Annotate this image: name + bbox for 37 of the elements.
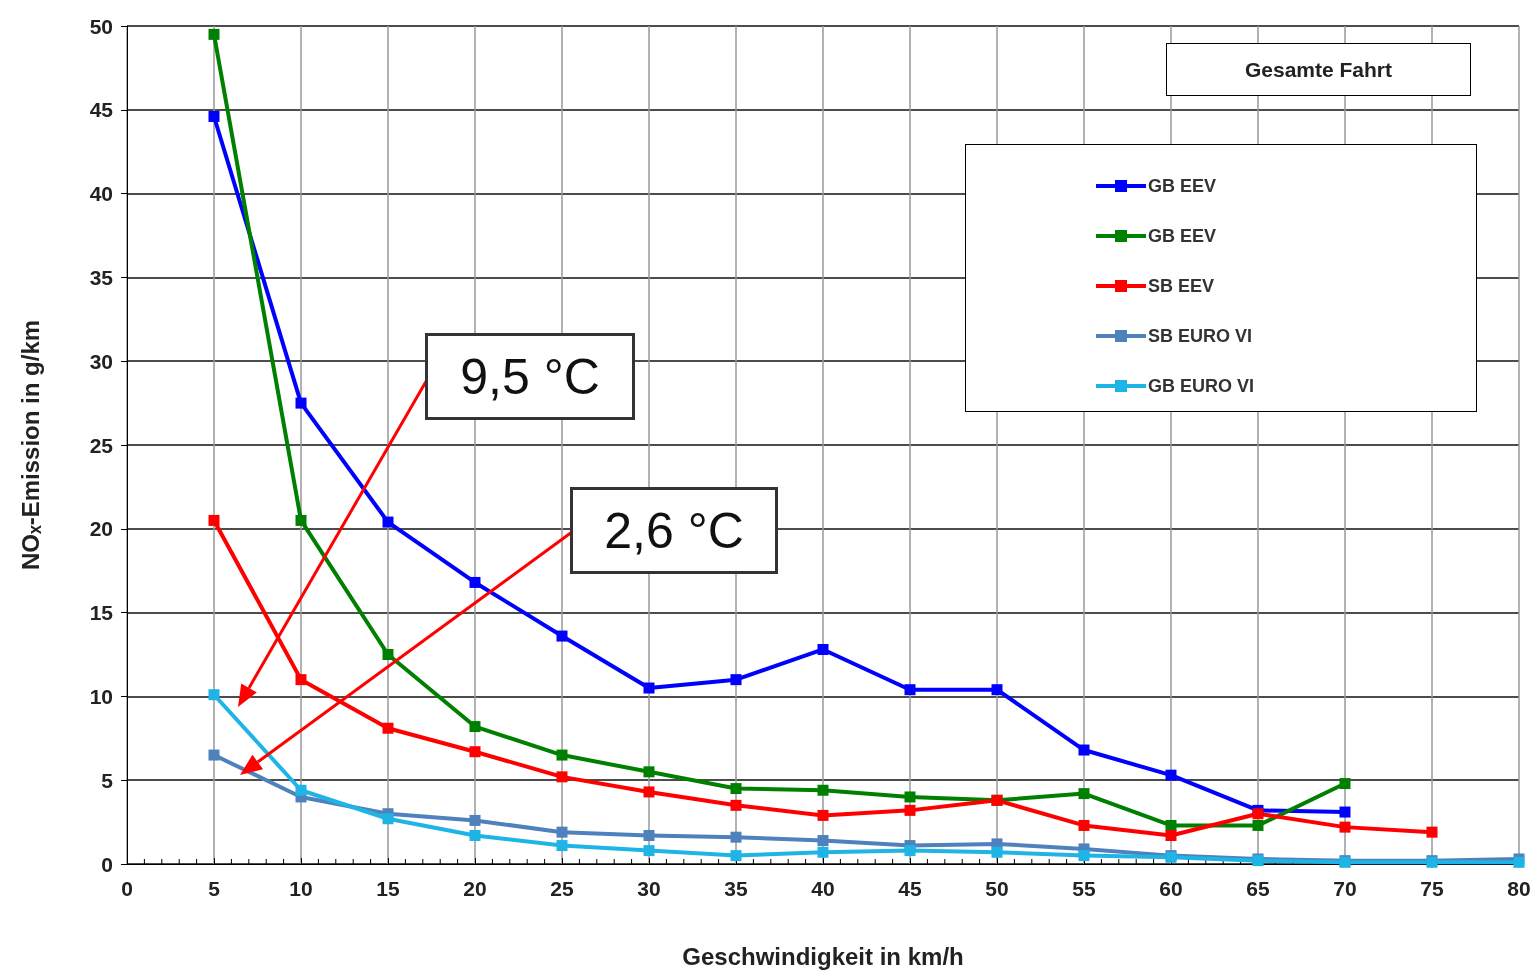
y-tick-label: 25 [89,433,114,457]
y-tick-label: 15 [89,601,114,625]
y-tick-label: 5 [101,768,114,792]
x-tick-label: 15 [376,877,400,900]
annotation: 2,6 °C [570,487,778,574]
x-tick-label: 65 [1246,877,1270,900]
x-tick-label: 10 [289,877,313,900]
legend-label: GB EEV [1148,175,1217,197]
y-tick-label: 10 [89,684,113,708]
annotation: 9,5 °C [425,333,635,420]
y-tick-label: 45 [89,98,114,122]
x-tick-label: 55 [1072,877,1096,900]
x-tick-label: 40 [811,877,835,900]
x-tick-label: 80 [1507,877,1531,900]
x-tick-label: 70 [1333,877,1357,900]
y-tick-label: 0 [101,852,113,876]
legend-label: SB EEV [1148,275,1215,297]
y-tick-label: 40 [89,182,113,206]
y-tick-label: 50 [89,14,113,38]
y-tick-label: 35 [89,265,114,289]
x-tick-label: 35 [724,877,748,900]
x-tick-label: 30 [637,877,661,900]
legend-label: GB EURO VI [1148,375,1255,397]
x-tick-label: 25 [550,877,574,900]
legend-label: GB EEV [1148,225,1217,247]
y-tick-label: 20 [89,517,113,541]
y-tick-label: 30 [89,349,113,373]
y-axis-title: NOₓ-Emission in g/km [16,319,44,571]
x-tick-label: 60 [1159,877,1183,900]
x-tick-label: 5 [208,877,221,900]
x-tick-label: 20 [463,877,487,900]
x-tick-label: 75 [1420,877,1444,900]
x-tick-label: 50 [985,877,1009,900]
x-tick-label: 45 [898,877,922,900]
x-tick-label: 0 [121,877,133,900]
legend-label: SB EURO VI [1148,325,1253,347]
x-axis-title: Geschwindigkeit in km/h [682,942,964,970]
